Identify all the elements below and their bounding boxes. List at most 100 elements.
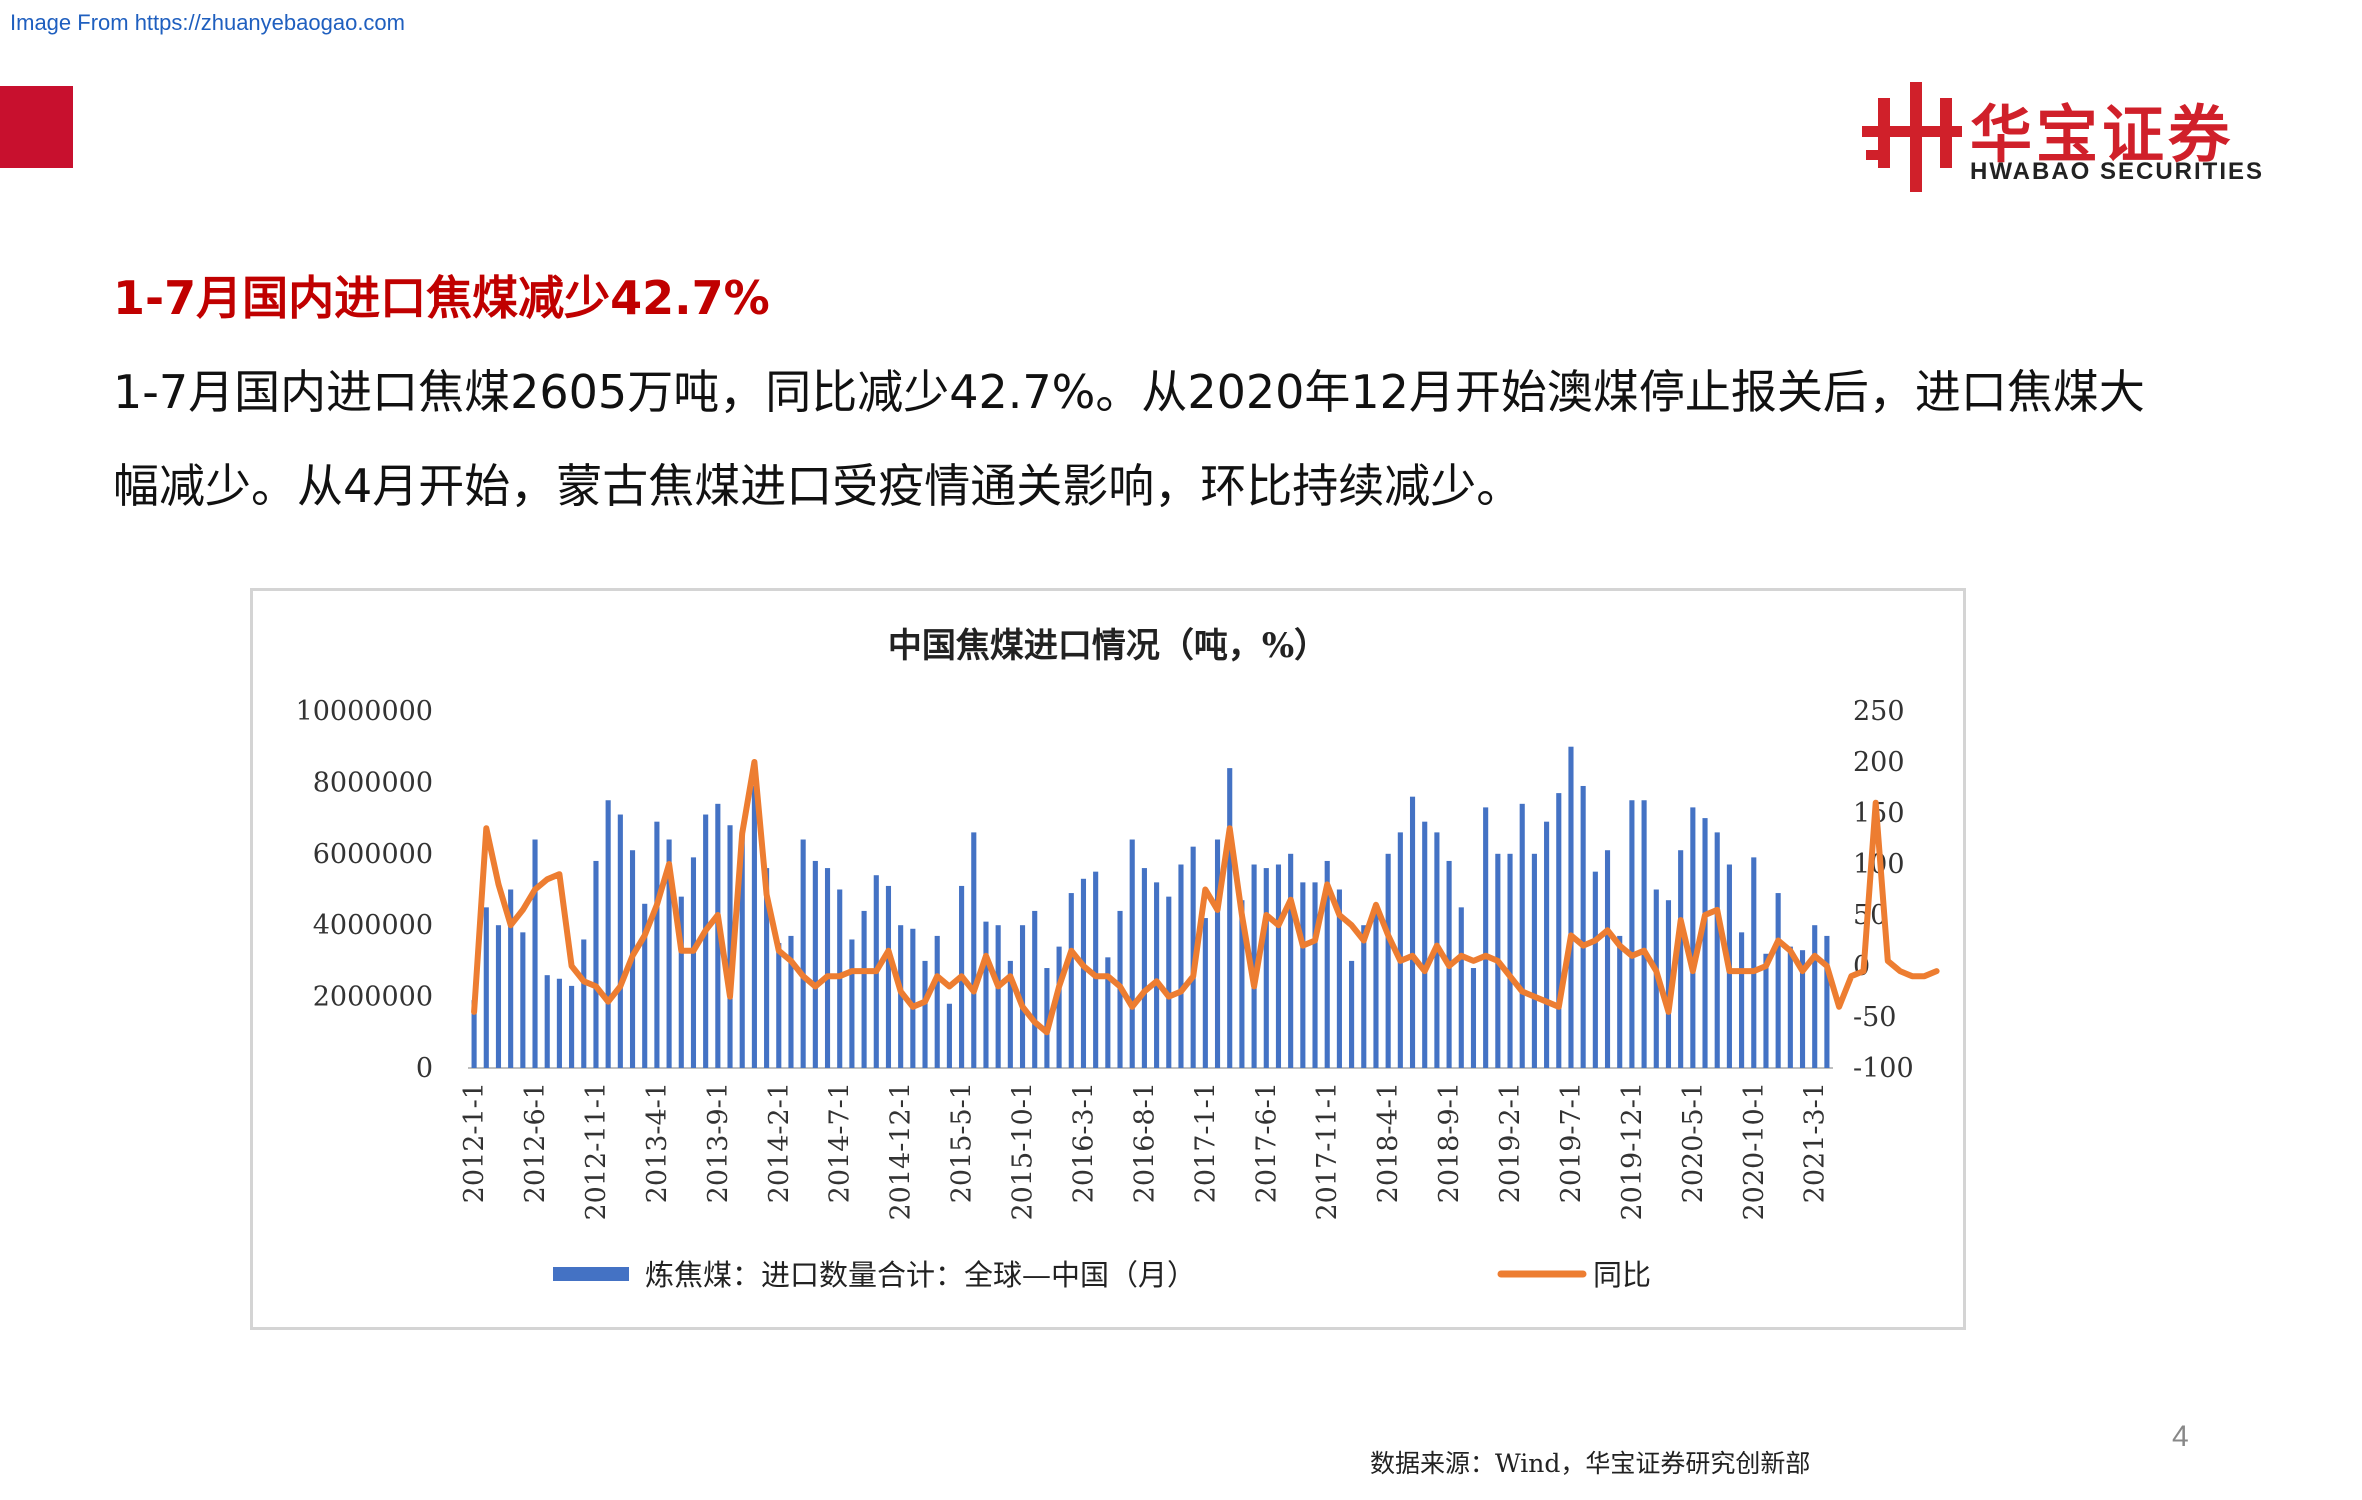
hwabao-logo-icon xyxy=(1862,82,1962,192)
source-link[interactable]: Image From https://zhuanyebaogao.com xyxy=(10,10,405,35)
bar xyxy=(824,868,831,1068)
bar xyxy=(764,868,770,1068)
bar xyxy=(605,800,611,1068)
x-tick-label: 2020-5-1 xyxy=(1678,1082,1709,1203)
page-number: 4 xyxy=(2172,1420,2189,1453)
y-left-tick-label: 4000000 xyxy=(313,910,433,941)
x-tick-label: 2016-8-1 xyxy=(1129,1082,1160,1203)
slide-heading: 1-7月国内进口焦煤减少42.7% xyxy=(113,271,770,325)
bar xyxy=(1044,968,1050,1068)
y-left-tick-label: 6000000 xyxy=(313,839,433,870)
bar xyxy=(1288,853,1294,1068)
bar xyxy=(1702,818,1708,1068)
bar xyxy=(520,932,526,1068)
logo-chinese-name: 华宝证券 xyxy=(1970,98,2235,171)
bar xyxy=(495,925,502,1068)
bar xyxy=(776,943,782,1068)
bar xyxy=(1787,946,1793,1068)
bar xyxy=(556,978,562,1068)
bar xyxy=(471,1000,477,1068)
bar xyxy=(1690,807,1696,1068)
bar xyxy=(1531,853,1537,1068)
bar xyxy=(1154,882,1160,1068)
legend-bar-label: 炼焦煤：进口数量合计：全球—中国（月） xyxy=(645,1258,1196,1292)
coking-coal-import-chart: 中国焦煤进口情况（吨，%） 0 2000000 4000000 6000000 8000… xyxy=(296,626,1940,1292)
bar xyxy=(1751,857,1757,1068)
legend-line-label: 同比 xyxy=(1593,1258,1651,1292)
x-tick-label: 2012-6-1 xyxy=(520,1082,551,1203)
bar xyxy=(983,921,989,1068)
bar xyxy=(788,935,794,1068)
bar xyxy=(1592,871,1598,1068)
bar xyxy=(1763,953,1769,1068)
data-source-note: 数据来源：Wind，华宝证券研究创新部 xyxy=(1370,1449,1811,1478)
y-right-tick-label: -50 xyxy=(1853,1002,1896,1033)
x-tick-label: 2017-1-1 xyxy=(1190,1082,1221,1203)
bar xyxy=(1275,864,1282,1068)
bar xyxy=(1507,853,1513,1068)
y-right-tick-label: 250 xyxy=(1853,696,1905,727)
bar xyxy=(1227,768,1233,1068)
x-tick-label: 2017-11-1 xyxy=(1312,1082,1343,1221)
bar xyxy=(1239,900,1245,1068)
bar xyxy=(1300,882,1306,1068)
bar xyxy=(1385,853,1391,1068)
bar xyxy=(1409,796,1416,1068)
x-tick-label: 2014-7-1 xyxy=(825,1082,856,1203)
bar xyxy=(1812,925,1818,1068)
bar xyxy=(569,985,575,1068)
bar xyxy=(1617,935,1623,1068)
bar xyxy=(544,975,550,1068)
y-right-tick-label: -100 xyxy=(1853,1053,1914,1084)
bar xyxy=(593,860,599,1068)
chart-axes: 0 2000000 4000000 6000000 8000000 10000000 -10… xyxy=(296,696,1914,1221)
bar xyxy=(751,785,757,1068)
bar xyxy=(934,935,940,1068)
logo-english-name: HWABAO SECURITIES xyxy=(1970,158,2265,185)
x-tick-label: 2012-11-1 xyxy=(581,1082,612,1221)
bar xyxy=(1544,821,1550,1068)
bar xyxy=(910,928,916,1068)
bar xyxy=(1007,960,1013,1068)
bar xyxy=(1641,800,1647,1068)
bar xyxy=(922,960,928,1068)
bar xyxy=(1105,957,1111,1068)
bar xyxy=(1775,893,1781,1068)
x-tick-label: 2016-3-1 xyxy=(1068,1082,1099,1203)
bar xyxy=(1397,832,1403,1068)
bar xyxy=(1824,935,1830,1068)
bar xyxy=(812,860,818,1068)
bar xyxy=(1263,868,1269,1068)
bar xyxy=(1604,850,1611,1068)
bar xyxy=(1032,910,1038,1068)
x-tick-label: 2014-12-1 xyxy=(886,1082,917,1221)
bar xyxy=(666,839,672,1068)
bar xyxy=(1714,832,1720,1068)
x-tick-label: 2019-2-1 xyxy=(1495,1082,1526,1203)
bar xyxy=(800,839,806,1068)
bar xyxy=(1166,896,1172,1068)
bar xyxy=(654,821,660,1068)
y-right-tick-label: 200 xyxy=(1853,747,1905,778)
bar xyxy=(1483,807,1489,1068)
x-tick-label: 2018-4-1 xyxy=(1373,1082,1404,1203)
bar xyxy=(1665,900,1672,1068)
bar xyxy=(1629,800,1635,1068)
y-left-tick-label: 2000000 xyxy=(313,982,433,1013)
x-tick-label: 2019-12-1 xyxy=(1617,1082,1648,1221)
x-tick-label: 2017-6-1 xyxy=(1251,1082,1282,1203)
bar xyxy=(1470,968,1477,1068)
bar xyxy=(1068,893,1074,1068)
bar xyxy=(1056,946,1062,1068)
y-left-tick-label: 0 xyxy=(416,1053,433,1084)
bar xyxy=(1373,907,1379,1068)
bar xyxy=(1141,868,1147,1068)
bar xyxy=(727,825,733,1068)
y-left-tick-label: 10000000 xyxy=(296,696,433,727)
bar xyxy=(581,939,587,1068)
x-tick-label: 2014-2-1 xyxy=(764,1082,795,1203)
bar xyxy=(995,925,1001,1068)
x-tick-label: 2015-5-1 xyxy=(947,1082,978,1203)
bar xyxy=(1129,839,1135,1068)
yoy-line xyxy=(471,759,1940,1036)
